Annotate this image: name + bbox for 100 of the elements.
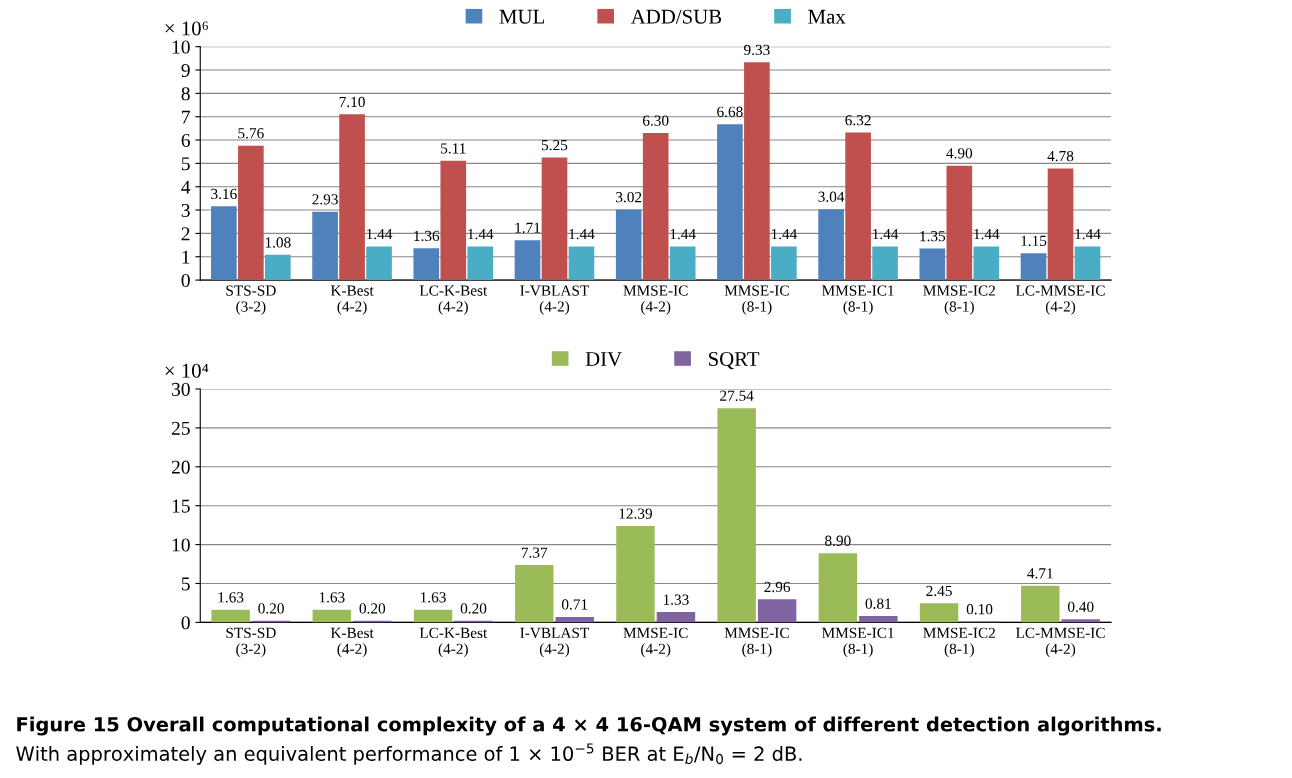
data-label: 1.35 [920, 231, 946, 242]
bar [973, 246, 1000, 281]
y-tick-label: 20 [171, 460, 190, 474]
x-tick-label: MMSE-IC (8-1) [724, 627, 789, 658]
bar [656, 612, 696, 623]
bar [615, 209, 642, 281]
data-label: 4.90 [946, 148, 973, 159]
x-tick-label: MMSE-IC2 (8-1) [923, 627, 995, 658]
x-tick-label: MMSE-IC (8-1) [724, 285, 789, 315]
y-tick-label: 6 [181, 133, 190, 147]
bar [514, 240, 541, 281]
y-tick-label: 30 [172, 382, 190, 396]
bar [818, 553, 858, 623]
data-label: 1.44 [569, 228, 595, 240]
data-label: 1.44 [468, 228, 494, 240]
y-tick-label: 10 [172, 40, 190, 54]
bar [265, 254, 291, 281]
data-label: 1.33 [663, 594, 689, 605]
data-label: 2.96 [764, 581, 791, 593]
data-label: 1.71 [515, 222, 540, 233]
y-tick-label: 2 [181, 227, 190, 241]
x-tick-label: MMSE-IC2 (8-1) [923, 285, 995, 315]
data-label: 27.54 [720, 390, 754, 401]
y-tick-label: 5 [181, 577, 190, 591]
bar [238, 145, 264, 281]
bar [312, 211, 338, 281]
bar [946, 165, 973, 281]
bar [919, 603, 959, 623]
data-label: 0.20 [258, 603, 284, 614]
bar [717, 408, 756, 623]
bar [541, 157, 568, 281]
bar [1047, 168, 1074, 281]
x-tick-label: I-VBLAST (4-2) [520, 627, 590, 658]
y-tick-label: 1 [182, 250, 190, 264]
y-tick-label: 5 [181, 157, 190, 171]
data-label: 5.25 [542, 140, 568, 151]
bar [440, 160, 467, 281]
data-label: 2.45 [926, 585, 952, 597]
x-tick-label: LC-K-Best (4-2) [419, 627, 488, 658]
data-label: 0.10 [966, 604, 993, 615]
y-tick-label: 8 [181, 87, 190, 101]
legend-label: SQRT [708, 352, 760, 370]
x-tick-label: STS-SD (3-2) [226, 285, 276, 315]
bar [211, 206, 237, 281]
bar [413, 609, 453, 623]
data-label: 1.36 [414, 230, 440, 242]
bar [515, 565, 554, 623]
bar [669, 246, 696, 281]
y-axis-title: × 10⁴ [165, 363, 209, 378]
bar [1061, 619, 1100, 623]
data-label: 3.04 [818, 191, 845, 202]
bar [872, 246, 898, 281]
legend-label: MUL [499, 9, 545, 24]
data-label: 0.40 [1067, 601, 1094, 613]
data-label: 12.39 [619, 508, 653, 519]
bar [1021, 585, 1060, 623]
bar [312, 609, 352, 623]
bar [919, 248, 946, 281]
legend-label: Max [808, 9, 846, 24]
data-label: 1.44 [1075, 228, 1101, 240]
data-label: 4.71 [1027, 568, 1053, 579]
data-label: 1.15 [1021, 235, 1047, 247]
x-tick-label: K-Best (4-2) [330, 627, 374, 658]
data-label: 6.68 [717, 106, 743, 117]
x-tick-label: MMSE-IC (4-2) [623, 285, 688, 315]
bar [413, 248, 440, 281]
bar [744, 62, 770, 281]
y-tick-label: 7 [182, 110, 190, 124]
data-label: 1.08 [265, 237, 291, 248]
x-tick-label: LC-MMSE-IC (4-2) [1015, 627, 1105, 658]
y-tick-label: 9 [181, 63, 190, 77]
bar [642, 133, 669, 281]
data-label: 0.71 [561, 599, 588, 610]
data-label: 9.33 [744, 44, 770, 56]
bar [845, 132, 871, 281]
data-label: 1.44 [367, 228, 393, 240]
bar [771, 246, 797, 281]
data-label: 1.44 [873, 228, 899, 240]
text: With approximately an equivalent performance of 1 × 10$^{−5}$ BER at E$_{b}$/N$_{0}$ = 2 dB. [16, 743, 802, 765]
data-label: 7.10 [339, 96, 365, 108]
data-label: 0.20 [359, 603, 386, 614]
bar [616, 526, 655, 623]
bar [859, 616, 898, 623]
y-tick-label: 25 [171, 421, 190, 435]
bar [211, 609, 250, 623]
data-label: 1.63 [421, 592, 446, 603]
x-tick-label: K-Best (4-2) [330, 285, 374, 315]
y-axis-title: × 10⁶ [165, 21, 208, 36]
data-label: 1.44 [974, 228, 1000, 240]
bar [366, 246, 392, 281]
x-tick-label: LC-MMSE-IC (4-2) [1015, 285, 1105, 315]
data-label: 1.44 [670, 228, 696, 240]
y-tick-label: 0 [181, 616, 190, 630]
legend-label: DIV [585, 352, 622, 367]
data-label: 1.63 [218, 592, 244, 603]
bar [1020, 253, 1047, 281]
data-label: 0.81 [865, 598, 891, 609]
legend-label: ADD/SUB [630, 9, 722, 24]
bar [818, 209, 844, 281]
bar [757, 599, 797, 623]
